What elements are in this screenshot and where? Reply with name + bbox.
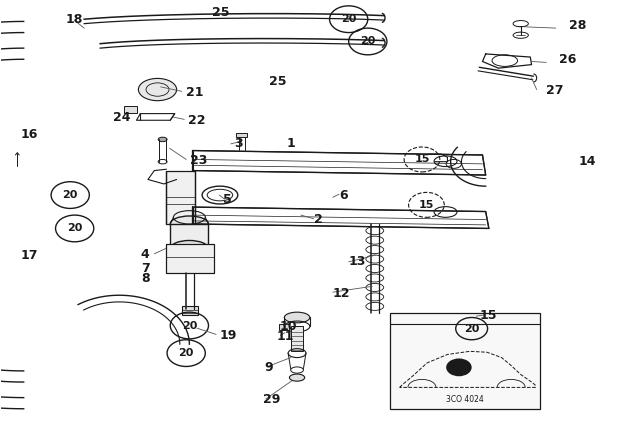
Text: 13: 13: [349, 255, 366, 268]
Text: 15: 15: [419, 200, 434, 210]
Text: 14: 14: [578, 155, 596, 168]
Text: 8: 8: [141, 272, 150, 285]
Text: 27: 27: [546, 84, 564, 97]
Text: 18: 18: [65, 13, 83, 26]
Bar: [124, 106, 137, 113]
Text: 16: 16: [20, 129, 38, 142]
Text: 5: 5: [223, 193, 232, 206]
Bar: [182, 306, 198, 315]
Ellipse shape: [284, 312, 310, 323]
Bar: [166, 244, 214, 273]
Text: 24: 24: [113, 111, 131, 124]
Text: 10: 10: [280, 320, 298, 333]
Text: 20: 20: [179, 348, 194, 358]
Text: 21: 21: [186, 86, 204, 99]
Text: 15: 15: [479, 309, 497, 322]
Text: 4: 4: [140, 248, 149, 261]
Text: 15: 15: [414, 155, 429, 164]
Text: 26: 26: [559, 53, 577, 66]
Text: 20: 20: [341, 14, 356, 24]
Text: 20: 20: [67, 224, 83, 233]
Text: 9: 9: [264, 361, 273, 374]
Bar: [390, 313, 540, 409]
Text: 7: 7: [141, 262, 150, 275]
Bar: [279, 324, 289, 330]
Text: 23: 23: [190, 154, 207, 167]
Text: 1: 1: [287, 138, 296, 151]
Text: 19: 19: [220, 329, 237, 342]
Bar: [236, 133, 247, 137]
Ellipse shape: [170, 216, 209, 232]
Text: 6: 6: [339, 189, 348, 202]
Text: 2: 2: [314, 213, 323, 226]
Bar: [291, 327, 303, 351]
Text: 25: 25: [212, 6, 229, 19]
Ellipse shape: [170, 241, 209, 257]
Circle shape: [446, 358, 472, 376]
Text: 20: 20: [464, 323, 479, 334]
Ellipse shape: [138, 78, 177, 101]
Ellipse shape: [158, 137, 167, 142]
Text: 20: 20: [182, 320, 197, 331]
Bar: [170, 224, 209, 249]
Text: 20: 20: [360, 36, 376, 47]
Text: 17: 17: [20, 249, 38, 262]
Text: 3CO 4024: 3CO 4024: [446, 395, 484, 404]
Text: 3: 3: [234, 138, 243, 151]
Text: 22: 22: [188, 114, 205, 127]
Bar: [166, 171, 195, 224]
Ellipse shape: [289, 374, 305, 381]
Text: 12: 12: [333, 287, 350, 300]
Text: 29: 29: [262, 393, 280, 406]
Text: 25: 25: [269, 75, 287, 88]
Text: 11: 11: [276, 330, 294, 343]
Text: 28: 28: [568, 19, 586, 32]
Text: 20: 20: [63, 190, 78, 200]
